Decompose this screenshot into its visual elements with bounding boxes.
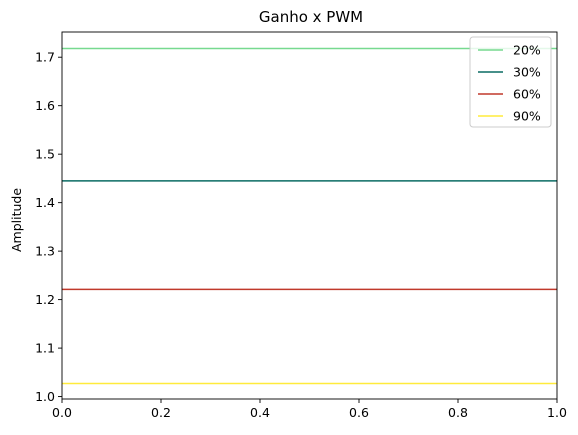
x-tick-label: 0.6 bbox=[349, 405, 369, 420]
y-tick-label: 1.4 bbox=[35, 195, 55, 210]
legend-label: 90% bbox=[513, 109, 541, 124]
x-tick-label: 0.8 bbox=[448, 405, 468, 420]
x-tick-label: 1.0 bbox=[547, 405, 567, 420]
y-tick-label: 1.2 bbox=[35, 292, 55, 307]
x-tick-label: 0.2 bbox=[151, 405, 171, 420]
x-tick-label: 0.0 bbox=[52, 405, 72, 420]
y-tick-label: 1.5 bbox=[35, 147, 55, 162]
y-tick-label: 1.1 bbox=[35, 341, 55, 356]
x-tick-label: 0.4 bbox=[250, 405, 270, 420]
y-tick-label: 1.0 bbox=[35, 389, 55, 404]
y-tick-label: 1.3 bbox=[35, 244, 55, 259]
axes-frame bbox=[61, 31, 558, 400]
plot-area: 0.0 0.2 0.4 0.6 0.8 1.0 1.0 1.1 1.2 1.3 1.4 1.5 1.6 1… bbox=[35, 31, 567, 420]
y-tick-label: 1.7 bbox=[35, 50, 55, 65]
chart-title: Ganho x PWM bbox=[259, 8, 363, 26]
legend-label: 30% bbox=[513, 65, 541, 80]
y-tick-label: 1.6 bbox=[35, 98, 55, 113]
legend-label: 60% bbox=[513, 87, 541, 102]
legend: 20% 30% 60% 90% bbox=[469, 36, 552, 128]
y-axis-label: Amplitude bbox=[9, 188, 24, 252]
legend-label: 20% bbox=[513, 43, 541, 58]
legend-box bbox=[469, 36, 552, 128]
